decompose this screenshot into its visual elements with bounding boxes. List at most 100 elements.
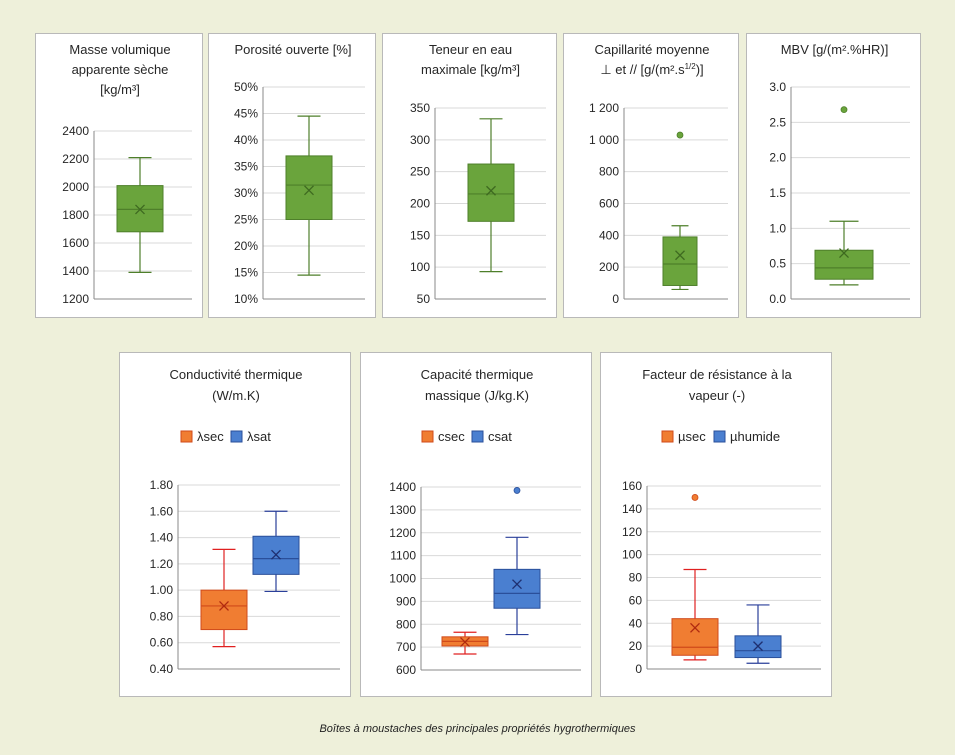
chart-title: Facteur de résistance à la vapeur (-) [642, 367, 792, 403]
y-tick-label: 1200 [389, 526, 416, 540]
y-tick-label: 40 [629, 616, 643, 630]
box-series-main [116, 156, 164, 273]
mean-marker [753, 641, 763, 652]
box-iqr [814, 249, 874, 280]
y-tick-label: 25% [234, 213, 258, 227]
y-tick-label: 50% [234, 80, 258, 94]
boxplot-chart: Capillarité moyenne ⊥ et // [g/(m².s1/2)]… [589, 42, 728, 306]
y-tick-label: 400 [599, 228, 619, 242]
chart-title-line: massique (J/kg.K) [425, 388, 529, 403]
y-axis: 0 20 40 60 80 100 120 140 160 [622, 479, 821, 676]
box-series-main [467, 118, 515, 273]
y-tick-label: 80 [629, 571, 643, 585]
y-tick-label: 1 000 [589, 133, 619, 147]
box-iqr [467, 163, 515, 222]
y-tick-label: 1800 [62, 208, 89, 222]
box-series-item [493, 487, 541, 636]
boxplot-chart: Porosité ouverte [%] 10% 15% 20% 25% 30% 35% 40… [234, 42, 365, 306]
y-tick-label: 1.60 [150, 504, 174, 518]
y-tick-label: 0.80 [150, 609, 174, 623]
legend-label: csec [438, 429, 465, 444]
legend-label: csat [488, 429, 512, 444]
chart-title-line: [kg/m³] [100, 82, 140, 97]
mean-marker [460, 637, 470, 648]
boxplot-chart: Capacité thermique massique (J/kg.K) csec c… [389, 367, 581, 677]
y-tick-label: 2000 [62, 180, 89, 194]
y-tick-label: 150 [410, 228, 430, 242]
chart-title: Capillarité moyenne ⊥ et // [g/(m².s1/2)] [595, 42, 710, 77]
box-series-item [252, 510, 300, 593]
box-series-item [671, 494, 719, 661]
y-tick-label: 120 [622, 525, 642, 539]
chart-title: Capacité thermique massique (J/kg.K) [421, 367, 534, 403]
y-tick-label: 600 [599, 197, 619, 211]
chart-title-line: Capacité thermique [421, 367, 534, 382]
mean-marker [675, 250, 685, 261]
y-tick-label: 1600 [62, 236, 89, 250]
boxplot-chart: Conductivité thermique (W/m.K) λsec λsat 0.4… [150, 367, 340, 676]
chart-title-line: maximale [kg/m³] [421, 62, 520, 77]
panel-teneur-eau: Teneur en eau maximale [kg/m³] 50 100 150 200… [382, 33, 557, 318]
box-series-main [662, 131, 698, 291]
y-tick-label: 100 [622, 548, 642, 562]
y-tick-label: 0.60 [150, 636, 174, 650]
y-tick-label: 1.0 [769, 221, 786, 235]
chart-title: Teneur en eau maximale [kg/m³] [421, 42, 520, 77]
y-tick-label: 1100 [390, 549, 416, 563]
legend-label: µsec [678, 429, 706, 444]
y-tick-label: 0.0 [769, 292, 786, 306]
y-tick-label: 1000 [389, 572, 416, 586]
y-tick-label: 3.0 [769, 80, 786, 94]
outlier-point [840, 106, 848, 114]
box-iqr [285, 155, 333, 220]
y-tick-label: 0 [612, 292, 619, 306]
box-series-main [814, 106, 874, 286]
y-tick-label: 700 [396, 640, 416, 654]
panel-mbv: MBV [g/(m².%HR)] 0.0 0.5 1.0 1.5 2.0 2.5 3.0 [746, 33, 921, 318]
mean-marker [219, 600, 229, 611]
panel-masse-volumique: Masse volumique apparente sèche [kg/m³] 120… [35, 33, 203, 318]
box-iqr [200, 589, 248, 631]
box-series-item [734, 604, 782, 664]
y-tick-label: 1200 [62, 292, 89, 306]
mean-marker [304, 185, 314, 196]
legend-swatch-blue [230, 430, 243, 443]
mean-marker [690, 622, 700, 633]
mean-marker [271, 549, 281, 560]
panel-capillarite: Capillarité moyenne ⊥ et // [g/(m².s1/2)]… [563, 33, 739, 318]
legend-swatch-orange [421, 430, 434, 443]
chart-title-line: vapeur (-) [689, 388, 745, 403]
box-series-main [285, 115, 333, 276]
panel-resistance-vapeur: Facteur de résistance à la vapeur (-) µsec… [600, 352, 832, 697]
y-tick-label: 800 [599, 165, 619, 179]
y-tick-label: 1 200 [589, 101, 619, 115]
y-tick-label: 300 [410, 133, 430, 147]
y-tick-label: 60 [629, 593, 643, 607]
y-tick-label: 600 [396, 663, 416, 677]
mean-marker [486, 185, 496, 196]
box-iqr [662, 236, 698, 286]
y-tick-label: 0 [635, 662, 642, 676]
chart-title: Masse volumique apparente sèche [kg/m³] [69, 42, 170, 97]
y-tick-label: 2.5 [769, 115, 786, 129]
box-series-item [200, 548, 248, 648]
y-tick-label: 2.0 [769, 151, 786, 165]
y-tick-label: 1400 [62, 264, 89, 278]
y-axis: 0.40 0.60 0.80 1.00 1.20 1.40 1.60 1.80 [150, 478, 340, 676]
y-tick-label: 1.40 [150, 531, 174, 545]
outlier-point [676, 131, 684, 139]
outlier-point [691, 494, 699, 501]
box-iqr [671, 618, 719, 656]
chart-title-line: (W/m.K) [212, 388, 260, 403]
y-tick-label: 20 [629, 639, 643, 653]
panel-capacite: Capacité thermique massique (J/kg.K) csec c… [360, 352, 592, 697]
chart-title-line: Capillarité moyenne [595, 42, 710, 57]
y-tick-label: 10% [234, 292, 258, 306]
legend-swatch-blue [471, 430, 484, 443]
y-tick-label: 200 [599, 260, 619, 274]
y-tick-label: 0.40 [150, 662, 174, 676]
y-tick-label: 20% [234, 239, 258, 253]
y-tick-label: 100 [410, 260, 430, 274]
figure-caption: Boîtes à moustaches des principales prop… [319, 723, 636, 735]
y-tick-label: 30% [234, 186, 258, 200]
